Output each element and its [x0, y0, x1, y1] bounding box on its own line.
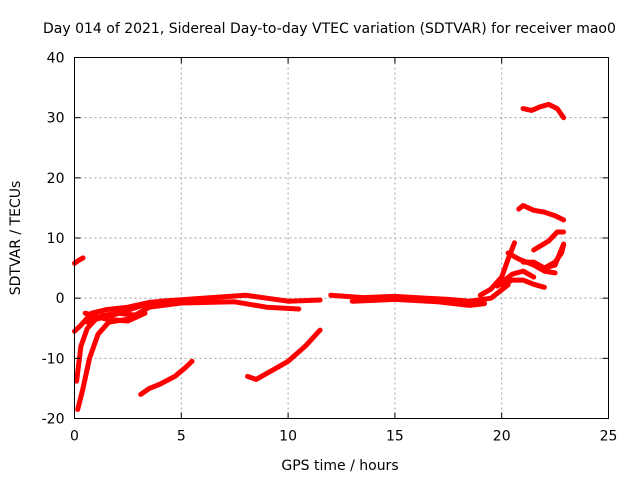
series-line-arc-19 [520, 101, 567, 121]
y-tick-label: 20 [47, 171, 65, 187]
series-line-arc-14 [505, 250, 558, 276]
series-line-arc-10 [349, 296, 488, 308]
y-tick-label: 40 [47, 51, 65, 67]
y-tick-label: 0 [56, 291, 65, 307]
x-tick-label: 10 [279, 429, 297, 445]
x-tick-label: 20 [493, 429, 511, 445]
series-line-arc-16 [531, 229, 567, 253]
series-line-arc-8 [245, 327, 323, 382]
y-tick-label: 30 [47, 111, 65, 127]
x-tick-label: 0 [70, 429, 79, 445]
y-tick-label: -20 [42, 412, 65, 428]
chart-title: Day 014 of 2021, Sidereal Day-to-day VTE… [43, 21, 616, 37]
x-tick-label: 5 [177, 429, 186, 445]
series-line-arc-17 [541, 242, 567, 271]
series-line-arc-4 [72, 297, 184, 334]
series-group [72, 101, 567, 412]
series-line-arc-13 [499, 277, 547, 290]
y-tick-label: 10 [47, 231, 65, 247]
axis-ticks: 0 5 10 15 20 25 -20 -10 0 10 20 30 40 [42, 51, 618, 445]
y-tick-label: -10 [42, 351, 65, 367]
series-line-arc-12 [494, 268, 537, 289]
x-tick-label: 15 [386, 429, 404, 445]
x-axis-title: GPS time / hours [281, 458, 398, 474]
x-tick-label: 25 [600, 429, 618, 445]
series-line-arc-1 [72, 255, 86, 266]
y-axis-title: SDTVAR / TECUs [8, 181, 24, 296]
grid [74, 57, 609, 419]
series-line-arc-7 [138, 358, 195, 397]
series-line-arc-9 [328, 282, 511, 304]
series-line-arc-6 [84, 310, 137, 325]
series-line-arc-18 [516, 203, 567, 223]
